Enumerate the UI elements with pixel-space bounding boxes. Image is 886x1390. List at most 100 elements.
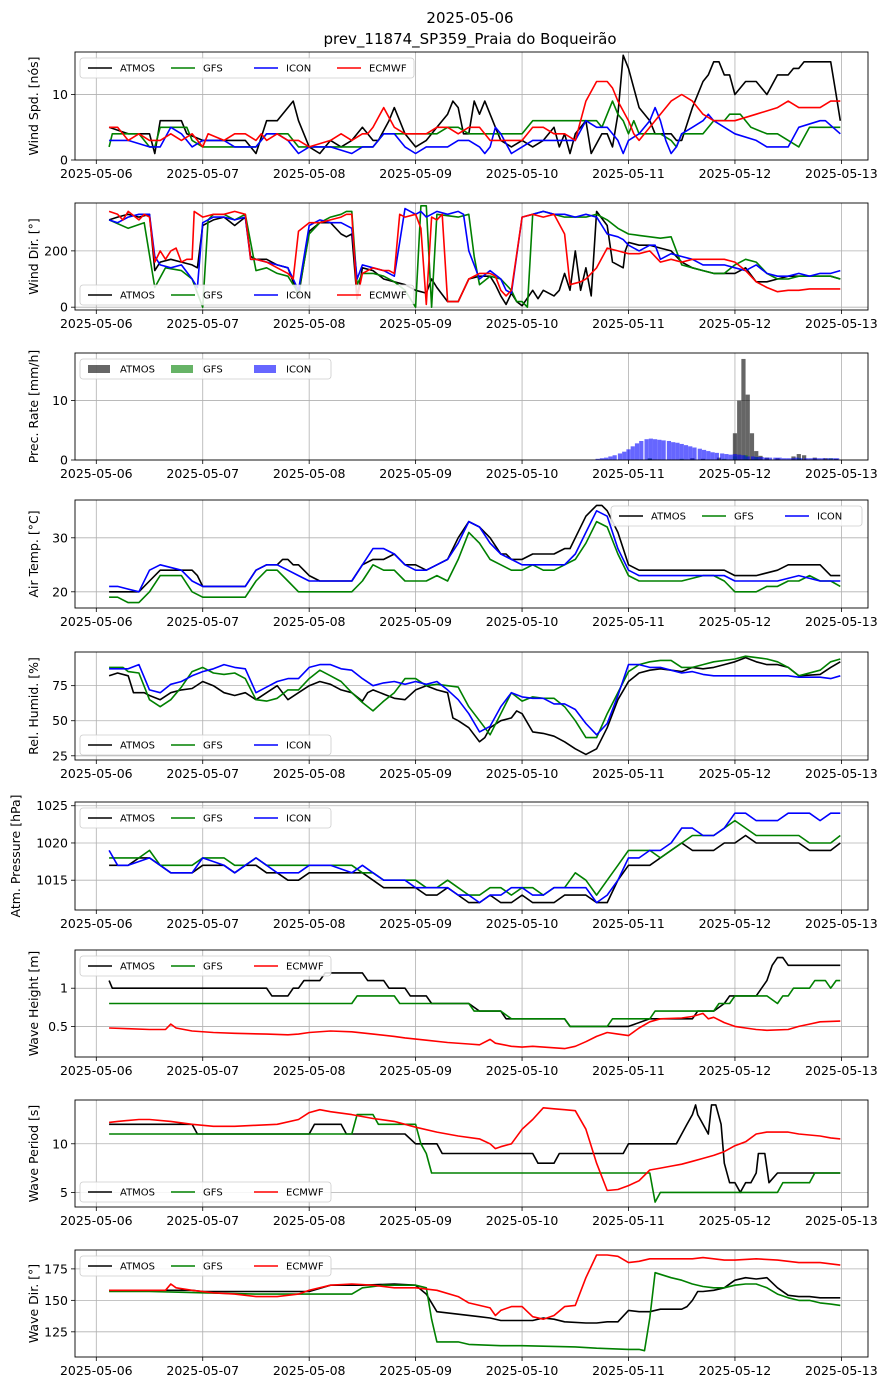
bar-icon xyxy=(617,453,623,460)
series-line-ecmwf xyxy=(109,1254,841,1320)
x-tick-label: 2025-05-08 xyxy=(273,1213,346,1228)
legend: ATMOS GFS ICON xyxy=(610,505,863,527)
y-tick-label: 20 xyxy=(52,584,68,599)
y-tick-label: 1020 xyxy=(36,835,68,850)
legend-swatch-atmos xyxy=(88,365,110,373)
legend-box xyxy=(79,1255,332,1277)
bar-icon xyxy=(595,458,600,460)
x-tick-label: 2025-05-09 xyxy=(379,766,452,781)
plot-area xyxy=(108,812,841,904)
x-tick-label: 2025-05-09 xyxy=(379,1063,452,1078)
legend-label-icon: ICON xyxy=(286,64,311,75)
bar-icon xyxy=(710,452,715,460)
legend: ATMOS GFS ICON xyxy=(79,734,332,756)
legend-label-ecmwf: ECMWF xyxy=(369,64,407,75)
series-line-ecmwf xyxy=(109,1012,841,1050)
axes-frame xyxy=(74,1249,869,1358)
x-tick-label: 2025-05-13 xyxy=(805,316,878,331)
x-tick-label: 2025-05-10 xyxy=(486,466,559,481)
legend-label-icon: ICON xyxy=(286,814,311,825)
y-tick-label: 0 xyxy=(60,300,68,315)
x-tick-label: 2025-05-06 xyxy=(60,614,133,629)
x-tick-label: 2025-05-08 xyxy=(273,316,346,331)
x-tick-label: 2025-05-09 xyxy=(379,1363,452,1378)
x-tick-label: 2025-05-12 xyxy=(699,1213,772,1228)
y-tick-label: 125 xyxy=(44,1324,68,1339)
legend-label-icon: ICON xyxy=(286,741,311,752)
x-tick-label: 2025-05-09 xyxy=(379,1213,452,1228)
x-tick-label: 2025-05-06 xyxy=(60,466,133,481)
bar-icon xyxy=(763,457,768,460)
y-tick-label: 200 xyxy=(44,243,68,258)
legend-label-atmos: ATMOS xyxy=(120,962,155,973)
y-axis-label: Rel. Humid. [%] xyxy=(26,657,41,755)
series-line-ecmwf xyxy=(108,210,841,306)
y-tick-label: 10 xyxy=(52,1136,68,1151)
legend-label-gfs: GFS xyxy=(203,291,223,302)
panel-2: 2025-05-06 2025-05-07 2025-05-08 2025-05-09… xyxy=(26,202,878,331)
x-tick-label: 2025-05-07 xyxy=(166,614,239,629)
series-line-icon xyxy=(108,207,841,294)
bar-icon xyxy=(826,458,831,460)
x-tick-label: 2025-05-10 xyxy=(486,1063,559,1078)
series-line-gfs xyxy=(108,205,841,309)
bar-atmos xyxy=(741,358,746,460)
bar-icon xyxy=(835,458,840,460)
axes-frame xyxy=(74,51,869,161)
bar-icon xyxy=(728,454,733,460)
bar-atmos xyxy=(749,433,755,460)
bar-icon xyxy=(737,454,742,460)
series-line-gfs xyxy=(109,520,841,604)
y-tick-label: 1025 xyxy=(36,798,68,813)
y-axis-label: Wind Dir. [°] xyxy=(26,218,41,294)
series-line-gfs xyxy=(109,1271,841,1352)
x-tick-label: 2025-05-10 xyxy=(486,916,559,931)
y-tick-label: 50 xyxy=(52,713,68,728)
axes-frame xyxy=(74,949,869,1058)
x-tick-label: 2025-05-11 xyxy=(592,916,665,931)
x-tick-label: 2025-05-11 xyxy=(592,316,665,331)
bar-icon xyxy=(714,452,719,460)
plot-area xyxy=(109,1104,841,1203)
bar-icon xyxy=(777,457,782,460)
bar-icon xyxy=(626,449,631,460)
legend-label-ecmwf: ECMWF xyxy=(369,291,407,302)
panel-9: 2025-05-06 2025-05-07 2025-05-08 2025-05-09… xyxy=(26,1249,878,1378)
x-tick-label: 2025-05-06 xyxy=(60,1063,133,1078)
legend-label-gfs: GFS xyxy=(203,1188,223,1199)
series-line-atmos xyxy=(109,1276,841,1324)
bar-gfs xyxy=(828,458,833,460)
series-line-gfs xyxy=(109,1113,841,1203)
y-tick-label: 10 xyxy=(52,393,68,408)
x-tick-label: 2025-05-12 xyxy=(699,466,772,481)
series-line-atmos xyxy=(109,1104,841,1194)
y-tick-label: 0.5 xyxy=(48,1019,68,1034)
x-tick-label: 2025-05-08 xyxy=(273,1363,346,1378)
x-tick-label: 2025-05-07 xyxy=(166,766,239,781)
x-tick-label: 2025-05-06 xyxy=(60,1213,133,1228)
y-tick-label: 1 xyxy=(60,981,68,996)
legend: ATMOS GFS ICON ECMWF xyxy=(79,284,415,306)
plot-area xyxy=(108,655,841,756)
bar-icon xyxy=(741,455,746,460)
bar-gfs xyxy=(796,458,801,460)
bar-icon xyxy=(786,458,791,460)
legend: ATMOS GFS ECMWF xyxy=(79,1255,332,1277)
x-tick-label: 2025-05-12 xyxy=(699,1063,772,1078)
legend-swatch-icon xyxy=(254,365,276,373)
panel-5: 2025-05-06 2025-05-07 2025-05-08 2025-05-09… xyxy=(26,651,878,781)
figure-title-line1: 2025-05-06 xyxy=(426,9,513,27)
series-line-icon xyxy=(108,812,841,904)
x-tick-label: 2025-05-12 xyxy=(699,166,772,181)
bar-icon xyxy=(755,457,760,460)
legend-label-ecmwf: ECMWF xyxy=(286,1262,324,1273)
x-tick-label: 2025-05-13 xyxy=(805,466,878,481)
plot-area xyxy=(108,205,841,309)
bar-icon xyxy=(750,456,756,460)
y-axis-label: Prec. Rate [mm/h] xyxy=(26,350,41,464)
bar-atmos xyxy=(754,451,759,460)
bar-icon xyxy=(812,458,817,460)
bar-gfs xyxy=(743,455,748,460)
bar-icon xyxy=(634,443,640,460)
x-tick-label: 2025-05-06 xyxy=(60,1363,133,1378)
